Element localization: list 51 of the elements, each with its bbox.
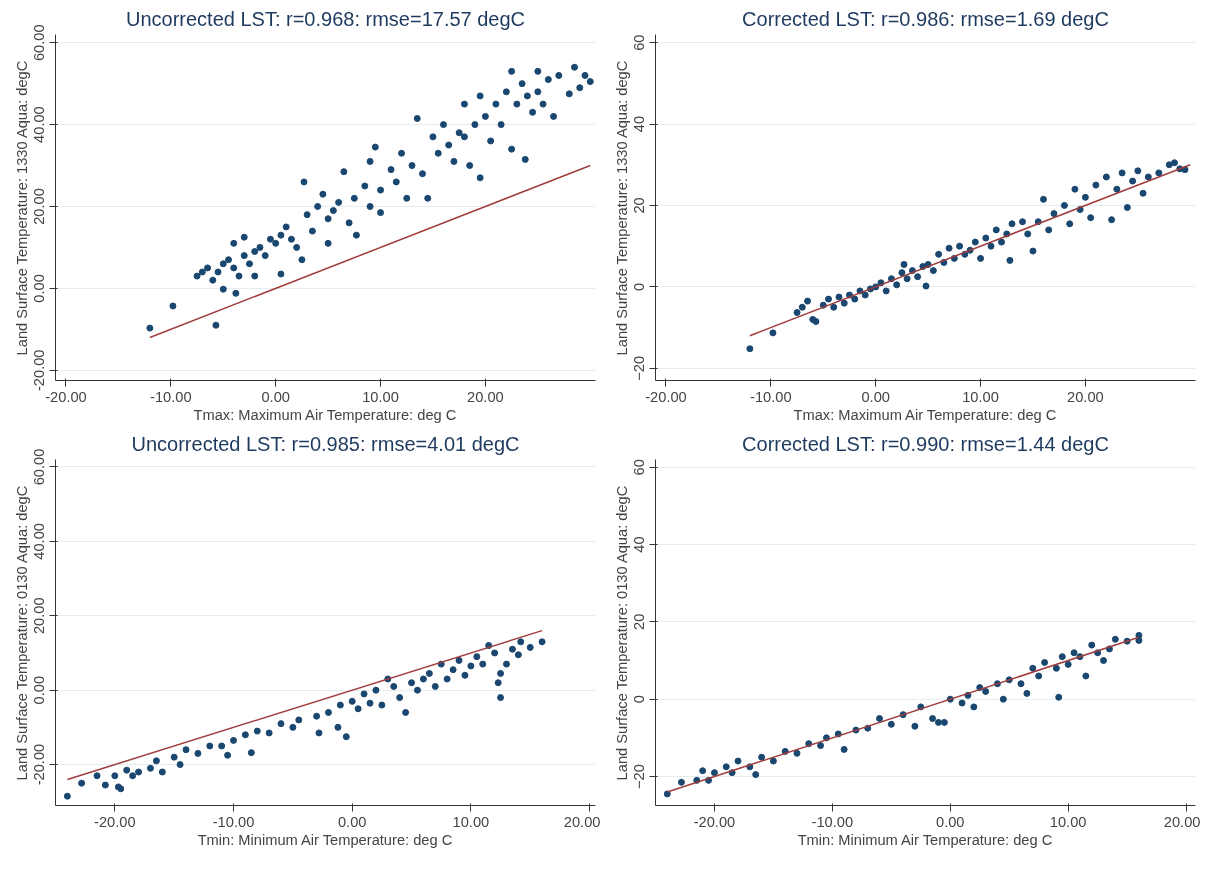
y-axis-title: Land Surface Temperature: 1330 Aqua: degC bbox=[613, 60, 630, 356]
x-tick-label: -20.00 bbox=[94, 813, 136, 830]
y-tick-label: 40.00 bbox=[31, 106, 48, 143]
x-tick-label: 0.00 bbox=[861, 388, 890, 405]
y-tick-label: 20 bbox=[631, 197, 648, 214]
x-tick-label: -10.00 bbox=[811, 813, 854, 830]
x-tick-label: -10.00 bbox=[212, 813, 255, 830]
x-axis-title: Tmin: Minimum Air Temperature: deg C bbox=[197, 831, 453, 848]
x-tick-label: 10.00 bbox=[1049, 813, 1087, 830]
x-tick-label: 20.00 bbox=[467, 388, 504, 405]
x-tick-label: -20.00 bbox=[645, 388, 687, 405]
x-tick-label: 20.00 bbox=[1163, 813, 1201, 830]
x-tick-label: 0.00 bbox=[936, 813, 965, 830]
x-axis-title: Tmin: Minimum Air Temperature: deg C bbox=[797, 831, 1053, 848]
x-tick-label: 10.00 bbox=[362, 388, 399, 405]
chart-title: Uncorrected LST: r=0.968: rmse=17.57 degC bbox=[125, 7, 526, 30]
y-tick-label: 60 bbox=[631, 459, 648, 476]
x-tick-label: -20.00 bbox=[693, 813, 736, 830]
y-tick-label: 0 bbox=[631, 695, 648, 704]
x-tick-label: 10.00 bbox=[962, 388, 999, 405]
x-tick-label: 20.00 bbox=[563, 813, 601, 830]
chart-title: Corrected LST: r=0.990: rmse=1.44 degC bbox=[742, 432, 1109, 455]
y-axis-title: Land Surface Temperature: 0130 Aqua: degC bbox=[613, 485, 630, 781]
x-tick-label: 20.00 bbox=[1067, 388, 1104, 405]
chart-title: Uncorrected LST: r=0.985: rmse=4.01 degC bbox=[131, 432, 520, 455]
y-tick-label: 0 bbox=[631, 282, 648, 291]
y-axis-title: Land Surface Temperature: 0130 Aqua: degC bbox=[13, 485, 30, 781]
y-tick-label: 60.00 bbox=[31, 24, 48, 62]
x-tick-label: -10.00 bbox=[150, 388, 192, 405]
chart-title: Corrected LST: r=0.986: rmse=1.69 degC bbox=[742, 7, 1109, 30]
x-axis-title: Tmax: Maximum Air Temperature: deg C bbox=[793, 406, 1057, 423]
y-tick-label: 20.00 bbox=[31, 597, 48, 635]
y-tick-label: 20 bbox=[631, 613, 648, 631]
y-tick-label: -20.00 bbox=[31, 743, 48, 786]
x-tick-label: -20.00 bbox=[45, 388, 87, 405]
x-tick-label: -10.00 bbox=[750, 388, 792, 405]
y-tick-label: 40.00 bbox=[31, 523, 48, 560]
x-tick-label: 0.00 bbox=[261, 388, 290, 405]
y-tick-label: 40 bbox=[631, 115, 648, 133]
y-tick-label: 40 bbox=[631, 536, 648, 553]
y-axis-title: Land Surface Temperature: 1330 Aqua: degC bbox=[13, 60, 30, 356]
y-tick-label: 0.00 bbox=[31, 675, 48, 705]
y-tick-label: −20 bbox=[631, 355, 648, 381]
y-tick-label: 20.00 bbox=[31, 188, 48, 225]
x-tick-label: 10.00 bbox=[452, 813, 490, 830]
y-tick-label: 60 bbox=[631, 34, 648, 51]
x-axis-title: Tmax: Maximum Air Temperature: deg C bbox=[193, 406, 457, 423]
y-tick-label: −20 bbox=[631, 764, 648, 789]
x-tick-label: 0.00 bbox=[337, 813, 367, 830]
y-tick-label: 60.00 bbox=[31, 448, 48, 486]
y-tick-label: 0.00 bbox=[31, 274, 48, 303]
